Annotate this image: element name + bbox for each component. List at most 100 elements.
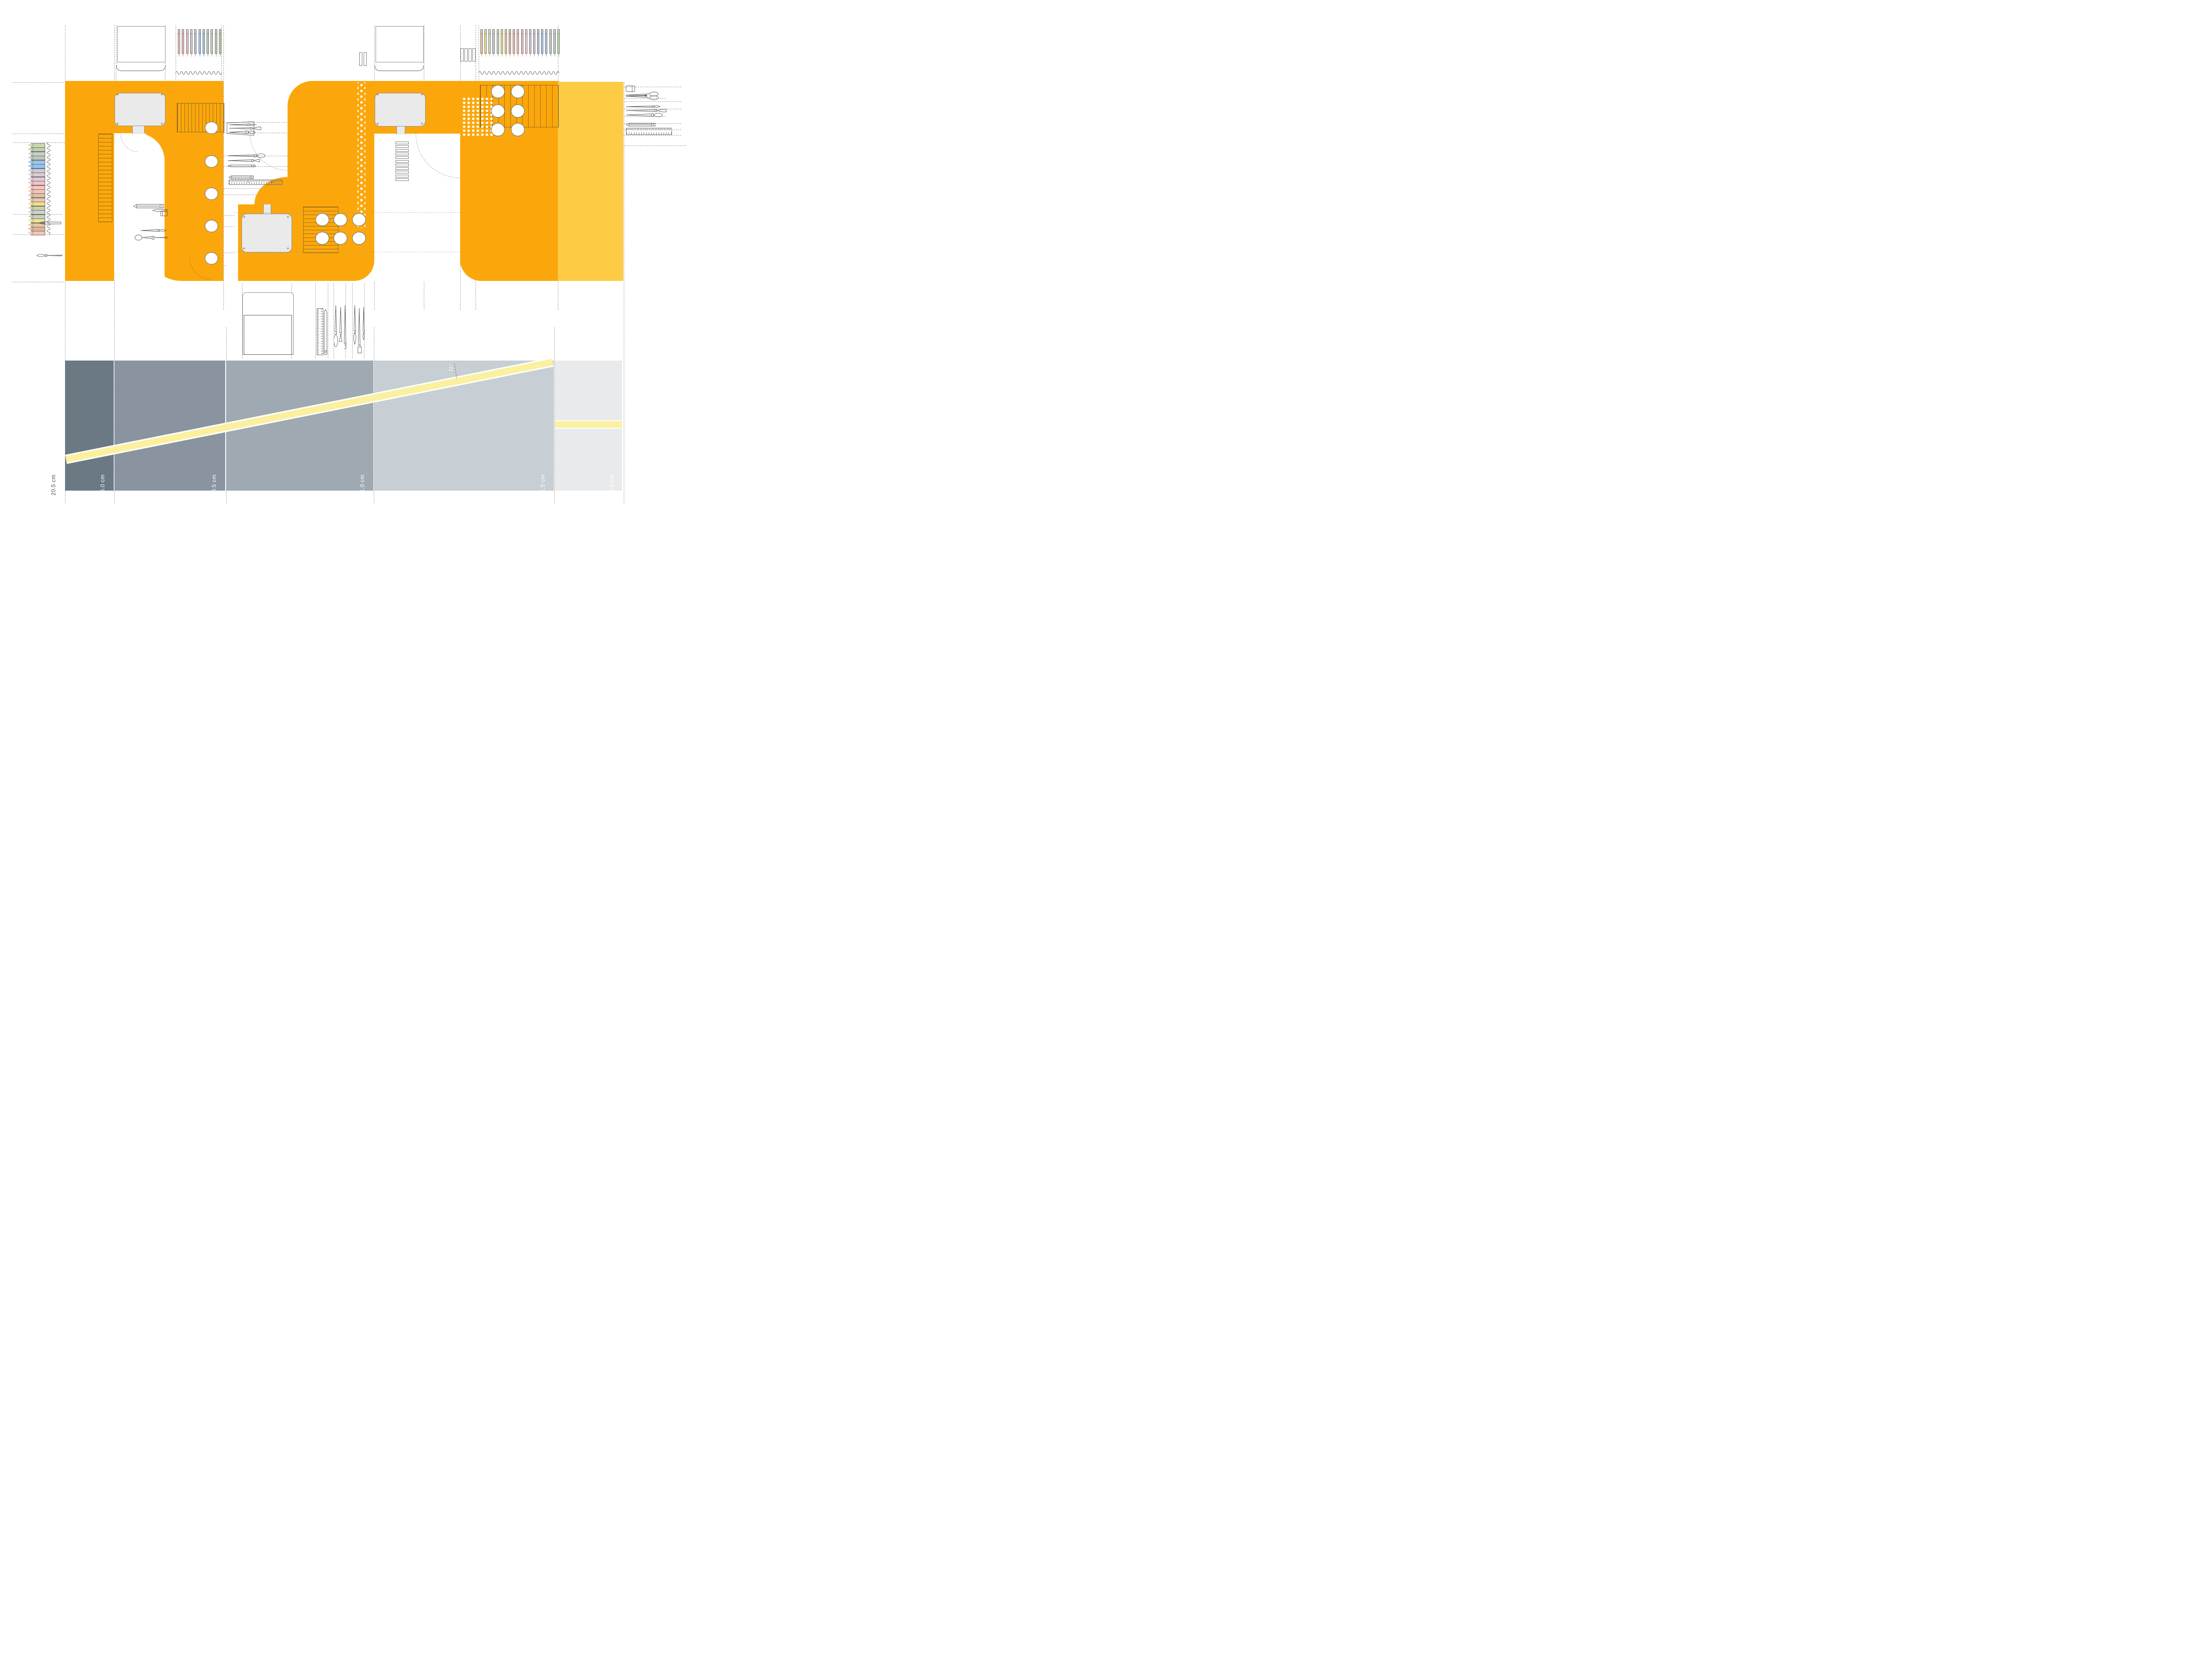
pen-slot bbox=[465, 48, 468, 61]
desk-module3-seat-cutout bbox=[374, 134, 460, 281]
comb-slat bbox=[396, 145, 409, 148]
tray-profile-curve bbox=[116, 65, 166, 71]
dashed-line bbox=[201, 122, 291, 123]
pencil-icon bbox=[228, 176, 254, 179]
wavy-edge-line bbox=[47, 142, 50, 235]
hole bbox=[205, 220, 218, 232]
colored-pencil bbox=[186, 29, 188, 58]
hole bbox=[491, 85, 505, 98]
section-panel-1 bbox=[65, 361, 114, 491]
colored-pencil bbox=[500, 29, 503, 58]
dashed-line bbox=[221, 25, 222, 82]
comb-slat bbox=[396, 152, 409, 155]
hole bbox=[491, 123, 505, 136]
pen-slot bbox=[472, 48, 476, 61]
colored-pencil bbox=[207, 29, 209, 58]
level-desk-stripe bbox=[555, 420, 622, 429]
paddle-tray-module1 bbox=[115, 93, 165, 126]
comb-slat bbox=[396, 167, 409, 170]
comb-slat bbox=[396, 142, 409, 144]
registration-mark: + bbox=[376, 122, 379, 127]
dashed-line bbox=[201, 166, 288, 167]
notebook-sheet bbox=[117, 26, 165, 62]
drawing-canvas: 20.5 cm 26.0 cm 40.5 cm 61.0 cm 81.5 cm … bbox=[0, 0, 694, 519]
comb-slat bbox=[396, 178, 409, 181]
brush-tray-icon bbox=[227, 121, 261, 136]
cup-hole bbox=[334, 232, 347, 245]
paintbrush-icons bbox=[353, 305, 365, 353]
colored-pencil bbox=[529, 29, 531, 58]
crayon bbox=[27, 231, 45, 236]
desk-extension-overlay bbox=[558, 82, 623, 281]
colored-pencil bbox=[202, 29, 205, 58]
registration-mark: + bbox=[161, 122, 163, 127]
colored-pencil bbox=[211, 29, 213, 58]
cup-hole bbox=[315, 213, 329, 226]
dashed-line bbox=[13, 234, 102, 235]
pencil-icon bbox=[133, 204, 164, 208]
registration-mark: + bbox=[376, 92, 379, 97]
hole bbox=[511, 104, 525, 118]
comb-slat bbox=[396, 163, 409, 166]
cup-hole bbox=[334, 213, 347, 226]
registration-mark: + bbox=[116, 122, 119, 127]
registration-mark: + bbox=[287, 246, 289, 251]
eraser-icon bbox=[626, 85, 635, 92]
colored-pencil bbox=[198, 29, 201, 58]
pen-slot bbox=[469, 48, 472, 61]
colored-pencil bbox=[194, 29, 197, 58]
hole bbox=[491, 104, 505, 118]
registration-mark: − bbox=[247, 180, 250, 185]
perforation-strip bbox=[357, 82, 365, 228]
registration-mark: + bbox=[271, 180, 273, 185]
hole bbox=[511, 123, 525, 136]
colored-pencil bbox=[541, 29, 544, 58]
tray-neck bbox=[396, 127, 405, 134]
registration-mark: + bbox=[421, 92, 423, 97]
colored-pencil bbox=[190, 29, 192, 58]
pen-slot bbox=[461, 48, 464, 61]
hole bbox=[205, 122, 218, 134]
dashed-line bbox=[13, 142, 113, 143]
colored-pencil bbox=[488, 29, 491, 58]
scissors-icon bbox=[625, 92, 659, 100]
colored-pencil bbox=[492, 29, 495, 58]
colored-pencil bbox=[504, 29, 507, 58]
hole bbox=[205, 252, 218, 265]
paddle-tray-module2 bbox=[242, 214, 292, 253]
colored-pencil bbox=[496, 29, 499, 58]
colored-pencil bbox=[553, 29, 556, 58]
registration-mark: + bbox=[116, 92, 119, 97]
paddle-tray-module3 bbox=[375, 93, 426, 127]
registration-mark: + bbox=[161, 92, 163, 97]
colored-pencil bbox=[215, 29, 217, 58]
colored-pencil bbox=[480, 29, 483, 58]
dashed-line bbox=[223, 25, 224, 310]
paintbrush-icons bbox=[134, 229, 168, 241]
pen-icon bbox=[152, 209, 168, 212]
wavy-edge-line bbox=[176, 71, 222, 75]
hole bbox=[205, 188, 218, 200]
dashed-line bbox=[352, 283, 353, 358]
colored-pencil bbox=[557, 29, 560, 58]
comb-slat bbox=[396, 149, 409, 152]
colored-pencil bbox=[545, 29, 548, 58]
swing-arcs bbox=[120, 132, 461, 380]
colored-pencil bbox=[513, 29, 515, 58]
dashed-line bbox=[12, 82, 64, 83]
colored-pencil bbox=[219, 29, 221, 58]
colored-pencil bbox=[521, 29, 523, 58]
paintbrush-icons bbox=[626, 105, 667, 117]
paintbrush-icon bbox=[36, 254, 62, 257]
colored-pencil bbox=[549, 29, 552, 58]
tray-neck bbox=[132, 126, 145, 134]
paintbrush-icons bbox=[334, 305, 346, 349]
ruler-icon bbox=[229, 180, 283, 185]
colored-pencil bbox=[509, 29, 511, 58]
cup-hole bbox=[315, 232, 329, 245]
pen-slot bbox=[364, 52, 367, 66]
colored-pencil bbox=[484, 29, 487, 58]
notebook-sheet bbox=[376, 26, 424, 62]
hole bbox=[511, 85, 525, 98]
section-panel-2 bbox=[115, 361, 225, 491]
